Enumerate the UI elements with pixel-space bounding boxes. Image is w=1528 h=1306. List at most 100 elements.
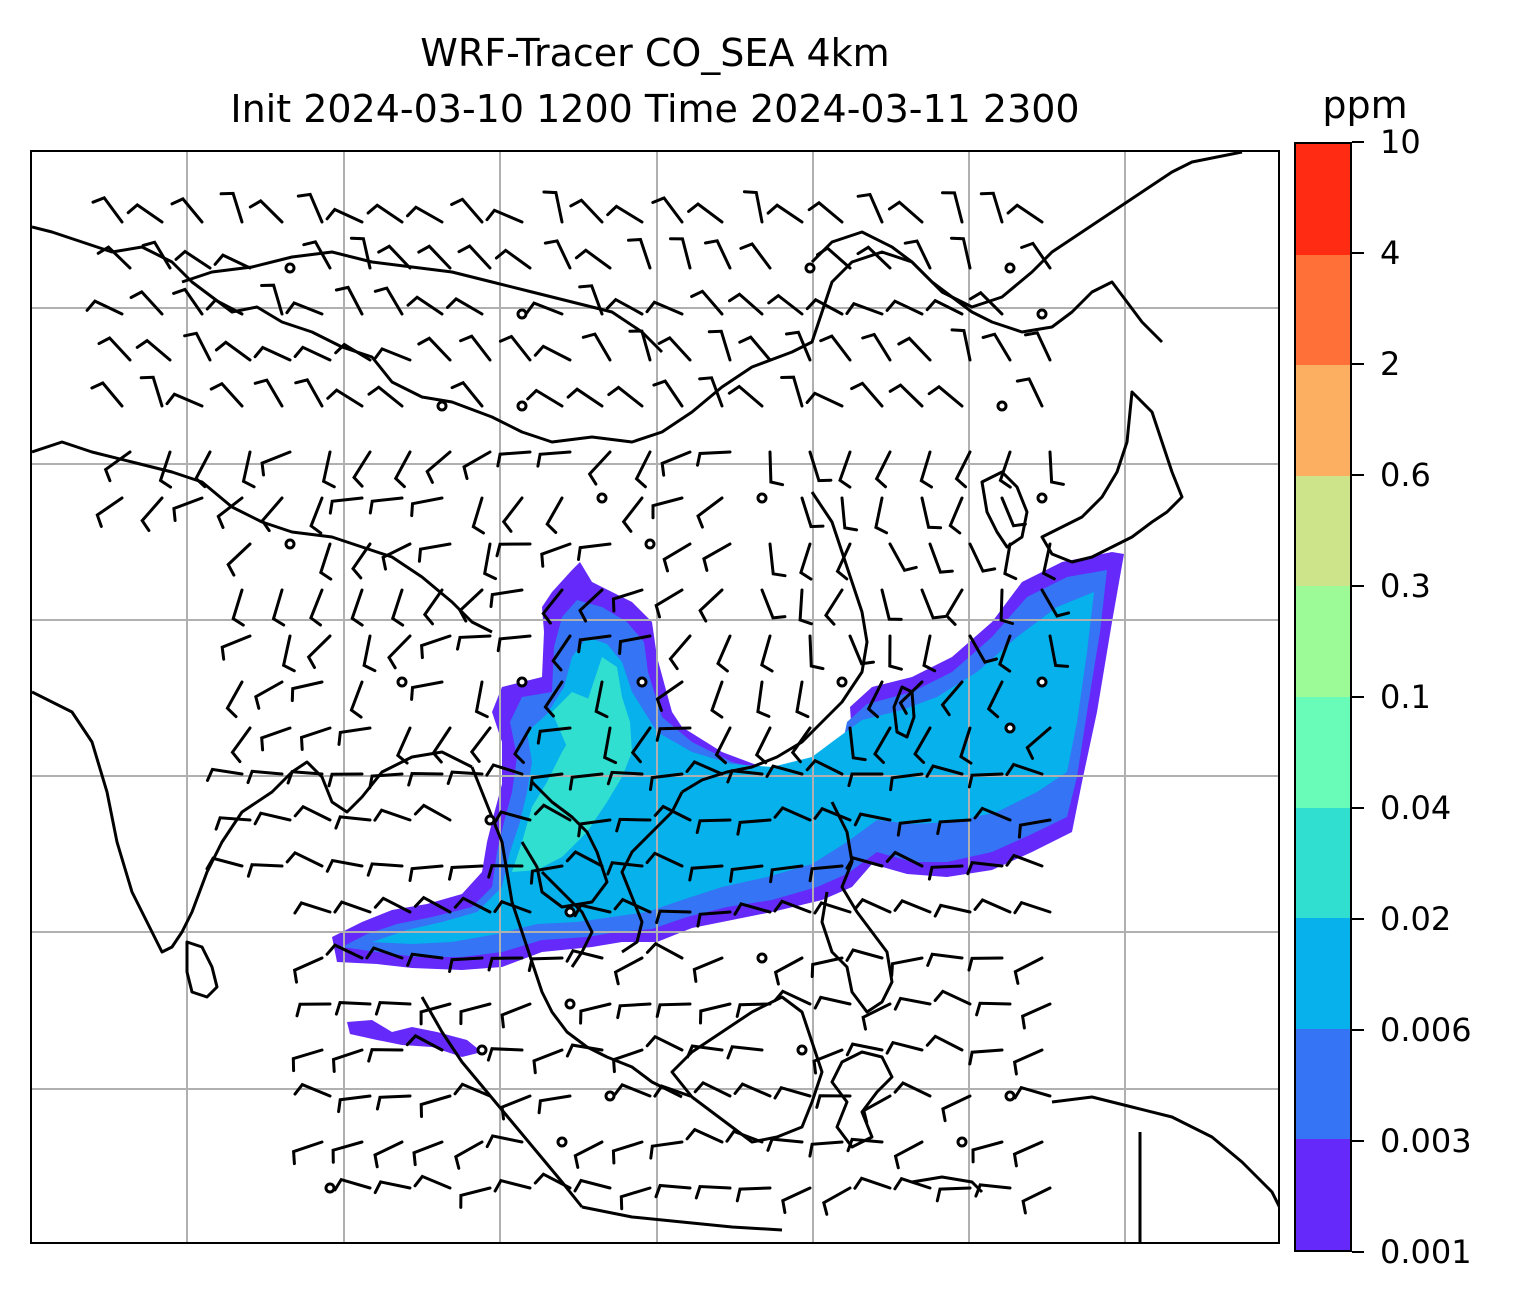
wind-barb <box>726 1045 764 1060</box>
wind-barb <box>649 772 684 791</box>
calm-wind-marker <box>996 400 1008 412</box>
wind-barb <box>898 680 924 715</box>
wind-barb <box>696 910 732 928</box>
wind-barb <box>950 328 972 362</box>
java <box>581 1205 783 1232</box>
wind-barb <box>702 542 732 572</box>
wind-barb <box>381 542 412 571</box>
wind-barb <box>526 388 564 408</box>
calm-wind-marker <box>284 262 296 274</box>
wind-barb <box>1012 1048 1044 1076</box>
wind-barb <box>331 1048 364 1073</box>
wind-barb <box>692 956 724 983</box>
wind-barb <box>848 634 875 666</box>
wind-barb <box>333 900 372 914</box>
wind-barb <box>205 298 244 316</box>
calm-wind-marker <box>1004 1090 1016 1102</box>
colorbar-segment <box>1296 365 1350 476</box>
wind-barb <box>103 450 132 483</box>
wind-barb <box>925 1034 964 1052</box>
wind-barb <box>767 293 804 316</box>
wind-barb <box>845 1042 884 1057</box>
wind-barb <box>408 864 444 882</box>
wind-barb <box>422 588 444 626</box>
colorbar-tick-label: 0.04 <box>1380 789 1452 827</box>
wind-barb <box>754 726 772 765</box>
wind-barb <box>532 1048 564 1075</box>
wind-barb <box>885 850 924 868</box>
colorbar-segment <box>1296 254 1350 366</box>
wind-barb <box>1020 241 1052 270</box>
wind-barb <box>649 1140 684 1160</box>
wind-barb <box>337 726 372 746</box>
wind-barb <box>866 680 884 719</box>
colorbar-segment <box>1296 807 1350 919</box>
colorbar-segment <box>1296 144 1350 255</box>
wind-barb <box>309 588 324 627</box>
wind-barb <box>845 856 884 870</box>
colorbar-segment <box>1296 1028 1350 1140</box>
wind-barb <box>933 989 972 1006</box>
wind-barb <box>889 772 924 792</box>
wind-barb <box>736 818 772 836</box>
calm-wind-marker <box>1036 676 1048 688</box>
wind-barb <box>1012 1140 1044 1168</box>
mongolia-border <box>181 250 664 354</box>
wind-barb <box>1020 1002 1052 1030</box>
wind-barb <box>498 334 532 362</box>
wind-barb <box>690 289 724 316</box>
wind-barb <box>733 1082 772 1098</box>
colorbar-tick <box>1352 585 1364 587</box>
calm-wind-marker <box>1036 308 1048 320</box>
wind-barb <box>321 450 336 489</box>
colorbar-segment <box>1296 918 1350 1029</box>
wind-barb <box>573 1178 612 1193</box>
wind-barb <box>645 1034 684 1052</box>
wind-barb <box>327 772 364 788</box>
map-panel[interactable] <box>30 150 1280 1244</box>
wind-barb <box>373 1180 412 1195</box>
wind-barb <box>271 588 286 627</box>
wind-barb <box>529 772 564 792</box>
wind-barb <box>861 332 892 362</box>
colorbar-tick-label: 0.006 <box>1380 1011 1472 1049</box>
wind-barb <box>365 946 404 960</box>
wind-barb <box>606 770 644 786</box>
wind-barb <box>1005 762 1044 776</box>
wind-barb <box>785 330 812 362</box>
wind-barb <box>810 956 844 978</box>
wind-barb <box>209 381 244 408</box>
wind-barb <box>812 1048 844 1075</box>
wind-barb <box>729 864 764 883</box>
wind-barb <box>808 864 844 883</box>
wind-barb <box>543 680 564 718</box>
calm-wind-marker <box>516 308 528 320</box>
wind-barb <box>533 1172 572 1190</box>
wind-barb <box>375 1094 412 1111</box>
wind-barb <box>254 680 284 710</box>
calm-wind-marker <box>324 1182 336 1194</box>
wind-barb <box>216 496 244 529</box>
wind-barb <box>616 1002 652 1020</box>
wind-barb <box>968 634 998 664</box>
wind-barb <box>573 1140 604 1169</box>
colorbar-tick-label: 0.003 <box>1380 1122 1472 1160</box>
wind-barb <box>214 816 252 831</box>
wind-barb <box>728 292 764 316</box>
wind-barb <box>634 450 652 489</box>
wind-barb <box>1013 956 1044 985</box>
wind-barb <box>368 496 404 515</box>
calm-wind-marker <box>476 1044 488 1056</box>
wind-barb <box>773 1085 812 1100</box>
wind-barb <box>768 542 787 578</box>
wind-barb <box>135 338 172 362</box>
wind-barb <box>627 237 652 270</box>
wind-barb <box>459 1186 492 1209</box>
wind-barb <box>773 956 804 986</box>
wind-barb <box>611 588 644 613</box>
wind-barb <box>813 901 852 915</box>
wind-barb <box>707 329 732 362</box>
wind-barb <box>450 197 484 224</box>
wind-barb <box>453 896 492 914</box>
wind-barb <box>565 850 604 868</box>
